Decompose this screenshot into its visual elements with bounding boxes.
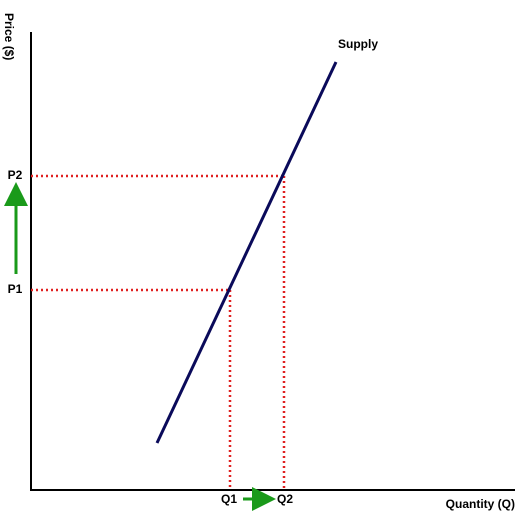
price-label: P1 bbox=[8, 282, 23, 296]
supply-curve bbox=[155, 61, 338, 444]
x-axis-label: Quantity (Q) bbox=[446, 497, 515, 511]
quantity-label: Q2 bbox=[277, 492, 293, 506]
curve-label: Supply bbox=[338, 37, 378, 51]
y-axis-label: Price ($) bbox=[2, 13, 16, 60]
quantity-label: Q1 bbox=[221, 492, 237, 506]
price-label: P2 bbox=[8, 168, 23, 182]
